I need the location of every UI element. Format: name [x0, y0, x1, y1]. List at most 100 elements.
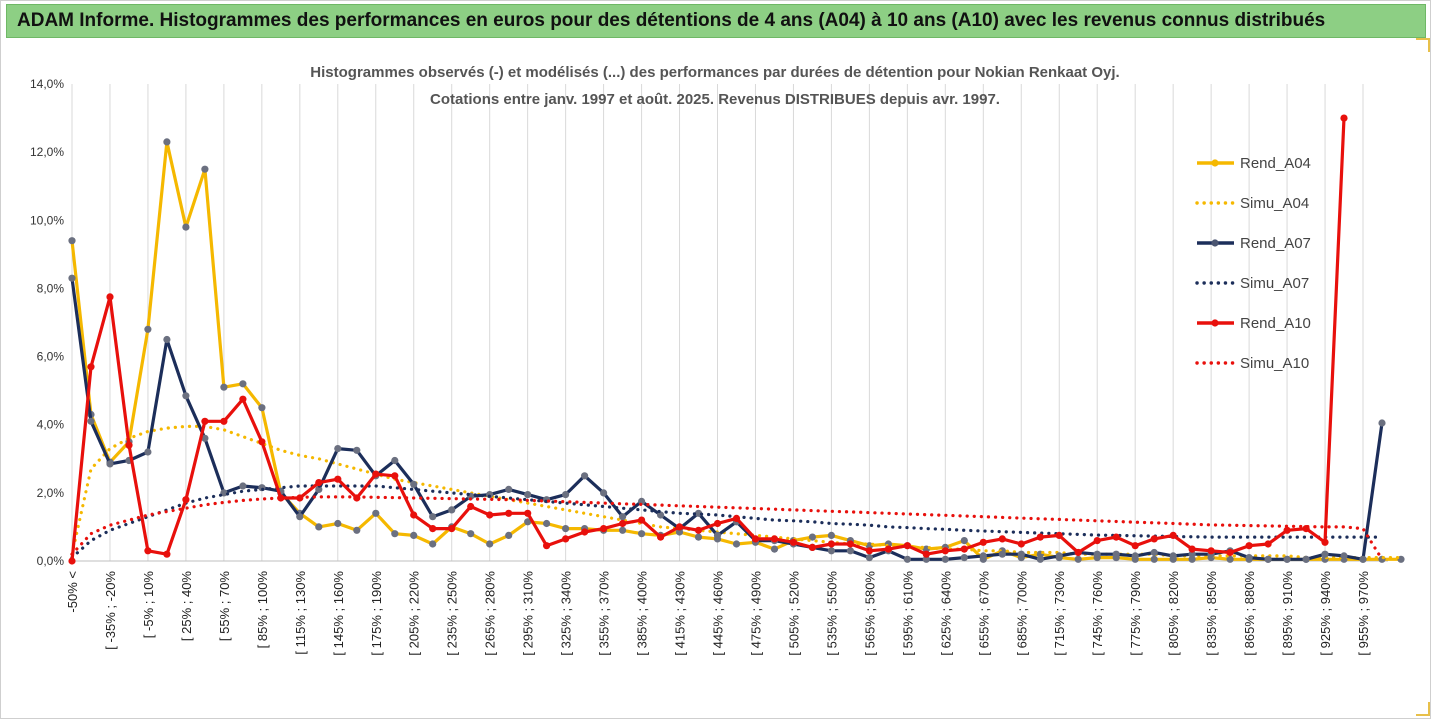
data-point [581, 528, 589, 536]
data-point [960, 545, 968, 553]
x-tick-label: [ 385% ; 400% [635, 571, 650, 656]
data-point [865, 547, 874, 555]
data-point [258, 404, 266, 412]
legend-label: Simu_A07 [1240, 275, 1309, 292]
data-point [827, 547, 836, 555]
series-line [70, 424, 1403, 560]
series-line [70, 118, 1346, 562]
data-point [732, 514, 741, 523]
data-point [448, 506, 456, 514]
data-point [657, 533, 665, 541]
data-point [979, 552, 987, 560]
data-point [638, 516, 646, 524]
data-point [1188, 550, 1196, 558]
data-point [486, 540, 494, 548]
data-point [315, 479, 323, 487]
x-tick-label: [ 115% ; 130% [293, 571, 308, 655]
data-point [239, 482, 247, 490]
y-tick-label: 8,0% [37, 281, 65, 295]
series-lines [68, 114, 1405, 565]
data-point [846, 547, 855, 555]
data-point [1150, 555, 1158, 563]
data-point [144, 325, 152, 333]
data-point [619, 526, 627, 534]
data-point [657, 511, 665, 519]
data-point [353, 446, 361, 454]
data-point [619, 519, 627, 528]
legend-marker [1211, 319, 1219, 327]
data-point [239, 395, 247, 403]
data-point [505, 531, 513, 540]
data-point [562, 535, 570, 543]
data-point [1074, 548, 1082, 557]
data-point [694, 533, 703, 541]
data-point [1359, 555, 1367, 563]
data-point [239, 380, 247, 388]
data-point [941, 547, 949, 555]
data-point [827, 540, 836, 548]
data-point [144, 547, 152, 555]
data-point [410, 531, 418, 540]
data-point [163, 138, 171, 146]
legend-label: Simu_A10 [1240, 355, 1309, 372]
x-tick-label: [ 745% ; 760% [1090, 571, 1105, 656]
data-point [1093, 537, 1101, 545]
data-point [524, 509, 532, 517]
x-tick-label: -50% < [65, 571, 80, 613]
data-point [410, 480, 418, 488]
x-tick-label: [ -5% ; 10% [141, 571, 156, 639]
y-tick-label: 12,0% [30, 145, 64, 159]
data-point [391, 456, 399, 465]
data-point [1226, 555, 1234, 563]
data-point [334, 445, 342, 453]
data-point [163, 335, 171, 344]
data-point [1226, 548, 1234, 557]
data-point [562, 491, 570, 499]
vertical-gridlines [71, 84, 1364, 561]
y-tick-label: 0,0% [37, 554, 65, 568]
x-tick-label: [ 475% ; 490% [748, 571, 763, 656]
data-point [391, 530, 399, 538]
x-tick-label: [ 595% ; 610% [900, 571, 915, 656]
x-tick-label: [ 25% ; 40% [179, 571, 194, 642]
data-point [1036, 533, 1044, 541]
data-point [960, 554, 968, 562]
x-tick-label: [ 925% ; 940% [1318, 571, 1333, 656]
data-point [543, 519, 551, 528]
data-point [865, 554, 874, 562]
data-point [258, 438, 266, 446]
data-point [827, 531, 836, 540]
data-point [1340, 552, 1348, 560]
data-point [619, 513, 627, 521]
data-point [277, 494, 285, 502]
legend-item-Rend_A10: Rend_A10 [1197, 315, 1311, 332]
x-tick-label: [ 415% ; 430% [673, 571, 688, 656]
data-point [353, 526, 361, 534]
chart-subtitle: Cotations entre janv. 1997 et août. 2025… [430, 91, 1000, 108]
data-point [315, 485, 323, 493]
legend-label: Simu_A04 [1240, 195, 1309, 212]
data-point [903, 555, 912, 563]
data-point [1321, 550, 1329, 558]
data-point [543, 542, 551, 550]
x-tick-label: [ 325% ; 340% [559, 571, 574, 656]
data-point [941, 555, 949, 563]
y-tick-label: 14,0% [30, 77, 64, 91]
x-tick-label: [ 265% ; 280% [483, 571, 498, 656]
data-point [1131, 552, 1139, 560]
series-line [70, 140, 1401, 561]
legend-item-Simu_A10: Simu_A10 [1195, 355, 1309, 372]
data-point [68, 557, 76, 565]
data-point [713, 519, 722, 528]
series-line [70, 495, 1384, 561]
data-point [505, 509, 513, 517]
data-point [1055, 531, 1063, 540]
data-point [1150, 535, 1158, 543]
data-point [1340, 114, 1348, 122]
legend-item-Simu_A07: Simu_A07 [1195, 275, 1309, 292]
data-point [106, 293, 114, 301]
data-point [903, 542, 912, 550]
data-point [922, 555, 930, 563]
data-point [201, 417, 209, 425]
data-point [486, 511, 494, 519]
